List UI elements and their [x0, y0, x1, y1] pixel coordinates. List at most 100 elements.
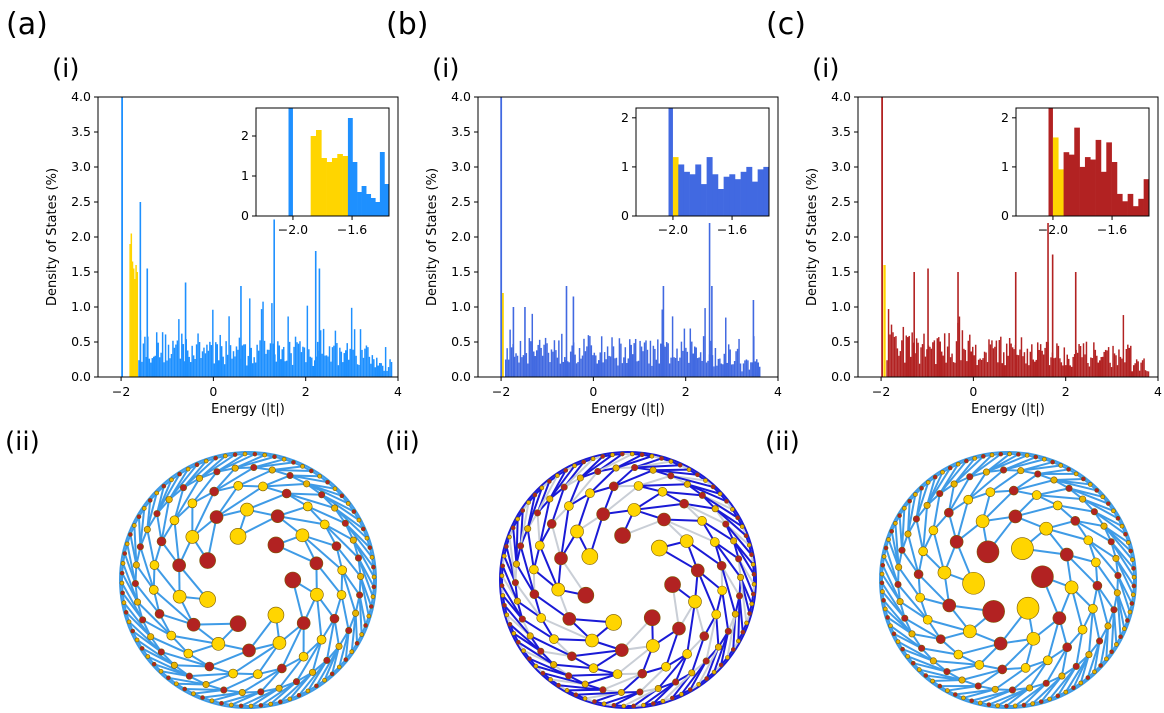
histogram-bar	[260, 309, 263, 377]
histogram-bar	[1146, 371, 1148, 377]
histogram-peak	[913, 272, 915, 377]
lattice-node	[148, 584, 159, 595]
dos-histogram-1: 0.0 0.5 1.0 1.5 2.0 2.5 3.0 3.5 4.0 −2 0 2 4 Energy (…	[425, 89, 782, 417]
histogram-bar	[595, 355, 597, 377]
lattice-node	[922, 614, 933, 625]
histogram-bar	[368, 356, 371, 377]
lattice-edge	[584, 673, 618, 686]
lattice-node	[223, 453, 228, 459]
lattice-node	[699, 631, 710, 641]
lattice-node	[513, 597, 521, 605]
histogram-bar	[917, 342, 919, 377]
lattice-edge	[232, 642, 281, 675]
histogram-bar	[620, 343, 622, 377]
y-tick-label: 2.5	[71, 194, 91, 209]
x-tick-label: 0	[589, 384, 597, 399]
lattice-node	[735, 515, 740, 521]
lattice-node	[631, 464, 639, 472]
histogram-bar	[212, 309, 214, 377]
lattice-edge	[683, 502, 727, 525]
lattice-edge	[538, 498, 551, 546]
lattice-node	[126, 619, 132, 625]
histogram-bar	[294, 336, 297, 377]
histogram-bar	[1106, 350, 1108, 377]
histogram-bar	[1107, 347, 1110, 377]
lattice-node	[690, 563, 705, 578]
lattice-edge	[548, 465, 576, 500]
histogram-bar	[652, 345, 655, 377]
lattice-edge	[253, 461, 294, 469]
lattice-node	[672, 678, 680, 686]
inset-bar	[357, 192, 362, 216]
lattice-edge	[301, 534, 343, 571]
lattice-node	[943, 668, 951, 676]
lattice-node	[507, 622, 513, 627]
lattice-node	[200, 695, 205, 700]
lattice-edge	[501, 565, 519, 602]
lattice-node	[515, 516, 520, 522]
histogram-bar	[1054, 357, 1057, 377]
lattice-node	[711, 609, 722, 620]
lattice-edge	[696, 570, 718, 615]
lattice-node	[1047, 696, 1052, 702]
lattice-node	[136, 543, 144, 551]
histogram-bar	[584, 351, 587, 377]
lattice-node	[740, 629, 746, 635]
lattice-node	[272, 454, 277, 460]
histogram-bar	[976, 365, 978, 377]
histogram-bar	[1017, 355, 1020, 377]
lattice-node	[1126, 540, 1131, 545]
histogram-bar	[887, 309, 890, 377]
lattice-node	[209, 510, 224, 524]
lattice-node	[536, 613, 547, 623]
histogram-peak	[314, 251, 317, 377]
lattice-node	[303, 480, 311, 488]
histogram-bar	[1004, 365, 1006, 377]
lattice-node	[596, 507, 610, 521]
lattice-node	[560, 483, 568, 491]
inset-bar-highlight	[315, 130, 322, 216]
lattice-edge	[146, 529, 156, 566]
lattice-node	[277, 663, 287, 674]
inset-y-tick-label: 0	[621, 208, 629, 223]
histogram-bar	[176, 340, 179, 377]
histogram-bar	[244, 344, 247, 377]
histogram-bar	[598, 360, 600, 377]
histogram-bar	[522, 355, 525, 377]
histogram-bar	[325, 355, 328, 377]
lattice-node	[359, 632, 364, 637]
histogram-bar	[936, 338, 939, 377]
histogram-bar	[997, 362, 999, 377]
lattice-disk-0	[119, 451, 377, 709]
histogram-bar	[340, 351, 343, 377]
lattice-node	[124, 541, 130, 547]
inset-bar	[689, 174, 696, 216]
lattice-node	[316, 634, 327, 645]
lattice-node	[319, 519, 330, 530]
histogram-bar	[527, 363, 529, 377]
lattice-node	[199, 591, 216, 608]
histogram-bar	[278, 345, 281, 377]
histogram-bar	[148, 358, 151, 377]
lattice-edge	[234, 455, 275, 470]
lattice-node	[577, 586, 595, 604]
histogram-bar	[170, 353, 173, 377]
histogram-bar	[1025, 363, 1027, 377]
lattice-edge	[739, 577, 748, 624]
lattice-edge	[352, 539, 375, 578]
histogram-peak	[711, 286, 713, 377]
histogram-bar	[1088, 366, 1091, 377]
lattice-node	[746, 542, 752, 548]
histogram-bar	[1112, 345, 1114, 377]
lattice-node	[565, 672, 573, 680]
lattice-edge	[1060, 647, 1069, 677]
histogram-bar	[206, 344, 208, 377]
inset-bar	[678, 164, 685, 216]
inset-bar	[1063, 152, 1070, 216]
histogram-bar	[736, 348, 739, 377]
lattice-node	[1131, 566, 1136, 571]
lattice-node	[918, 546, 928, 557]
lattice-node	[964, 458, 969, 464]
lattice-node	[262, 452, 268, 458]
lattice-node	[529, 564, 539, 575]
